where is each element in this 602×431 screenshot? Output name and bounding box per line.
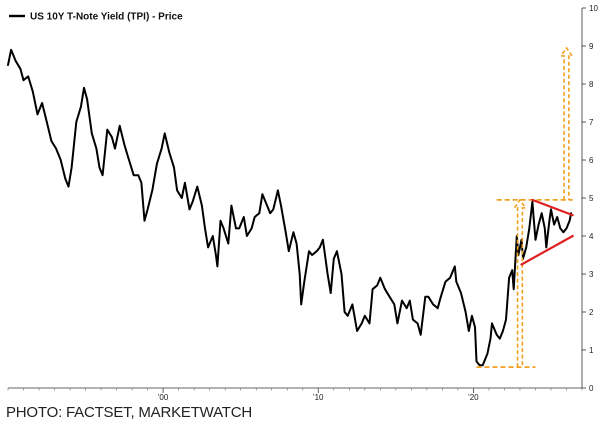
legend-label: US 10Y T-Note Yield (TPI) - Price: [30, 12, 183, 23]
y-tick-label: 4: [589, 232, 594, 241]
resistance-trendline: [531, 198, 574, 217]
y-tick-label: 0: [589, 384, 594, 393]
x-axis-minor-ticks: [7, 388, 583, 391]
y-tick-label: 10: [589, 4, 598, 13]
pattern-annotations: [476, 46, 574, 369]
support-trendline: [520, 234, 574, 266]
y-tick-label: 5: [589, 194, 594, 203]
y-tick-label: 2: [589, 308, 594, 317]
yield-series-line: [7, 48, 573, 367]
y-tick-label: 7: [589, 118, 594, 127]
photo-credit: PHOTO: FACTSET, MARKETWATCH: [6, 404, 253, 421]
y-tick-label: 6: [589, 156, 594, 165]
target-arrow: [559, 46, 574, 200]
y-tick-label: 9: [589, 42, 594, 51]
y-tick-label: 8: [589, 80, 594, 89]
y-tick-label: 1: [589, 346, 594, 355]
measured-move-arrow: [512, 198, 527, 368]
x-tick-label: '10: [313, 393, 324, 402]
x-tick-label: '20: [468, 393, 479, 402]
y-tick-label: 3: [589, 270, 594, 279]
x-tick-label: '00: [158, 393, 169, 402]
y-axis-ticks: 0 1 2 3 4 5 6 7 8 9 10: [582, 4, 598, 393]
